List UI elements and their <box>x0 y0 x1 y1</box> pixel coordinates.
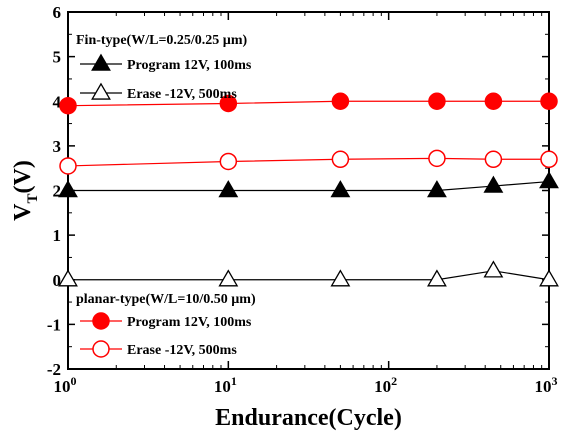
legend-label: Erase -12V, 500ms <box>127 87 237 102</box>
data-point <box>539 171 559 189</box>
y-axis-title: VT(V) <box>10 160 41 221</box>
data-point <box>219 152 238 171</box>
legend-layer: Fin-type(W/L=0.25/0.25 µm) Program 12V, 1… <box>76 33 256 358</box>
y-tick-label: 4 <box>53 92 62 111</box>
y-tick-label: 2 <box>53 182 62 201</box>
axis-ticks: -2 -1 0 1 2 3 4 5 6 100 101 102 103 <box>47 3 558 396</box>
x-tick-label: 101 <box>214 374 237 396</box>
x-tick-label: 102 <box>374 374 397 396</box>
series-line <box>68 270 550 281</box>
y-tick-label: 6 <box>53 3 62 22</box>
y-tick-label: 0 <box>53 271 62 290</box>
data-point <box>540 92 558 110</box>
data-point <box>428 149 446 168</box>
data-point <box>539 269 559 287</box>
data-point <box>218 180 239 198</box>
legend-label: Erase -12V, 500ms <box>127 343 237 358</box>
data-point <box>58 269 78 287</box>
series-0 <box>58 171 559 198</box>
x-axis-title: Endurance(Cycle) <box>215 405 402 431</box>
data-point <box>59 157 77 175</box>
data-point <box>331 92 350 110</box>
data-point <box>59 96 77 115</box>
data-point <box>330 180 351 198</box>
data-point <box>428 92 446 110</box>
data-point <box>58 180 78 198</box>
legend-marker <box>92 312 110 330</box>
x-tick-label: 103 <box>535 374 558 396</box>
series-line <box>67 157 549 167</box>
data-point <box>484 150 503 169</box>
data-point <box>219 94 238 113</box>
data-point <box>483 175 504 193</box>
data-point <box>483 260 504 278</box>
legend-title: planar-type(W/L=10/0.50 µm) <box>76 292 256 307</box>
y-tick-label: -2 <box>47 360 61 379</box>
legend-marker <box>91 53 111 71</box>
data-point <box>427 180 447 198</box>
series-line <box>68 180 550 192</box>
legend-label: Program 12V, 100ms <box>127 58 252 73</box>
series-3 <box>59 149 558 175</box>
y-tick-label: 1 <box>53 226 62 245</box>
series-line <box>67 100 549 107</box>
legend-title: Fin-type(W/L=0.25/0.25 µm) <box>76 33 248 48</box>
data-point <box>484 92 503 110</box>
series-2 <box>59 92 558 115</box>
x-tick-label: 100 <box>54 374 77 396</box>
y-tick-label: 5 <box>53 48 62 67</box>
data-point <box>540 150 558 169</box>
data-point <box>218 269 239 287</box>
data-point <box>330 269 351 287</box>
legend-marker <box>91 82 111 100</box>
series-1 <box>58 260 559 287</box>
legend-label: Program 12V, 100ms <box>127 315 252 330</box>
legend-marker <box>92 340 110 358</box>
data-point <box>331 150 350 169</box>
y-tick-label: -1 <box>47 315 61 334</box>
data-point <box>427 269 447 287</box>
y-tick-label: 3 <box>53 137 62 156</box>
series-layer <box>58 92 559 287</box>
